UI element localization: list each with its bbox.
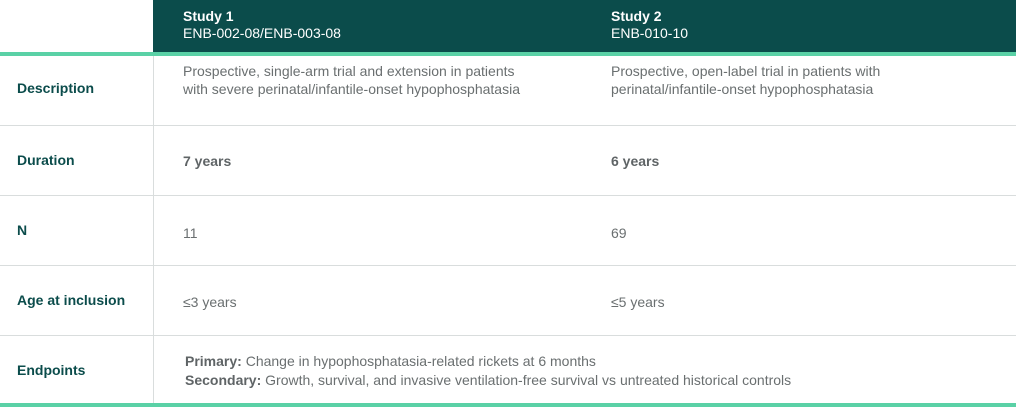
row-label: N <box>17 222 28 238</box>
secondary-label: Secondary: <box>185 372 262 388</box>
header-study1: Study 1 ENB-002-08/ENB-003-08 <box>183 8 341 42</box>
study2-cell: 69 <box>611 225 627 241</box>
table-header: Study 1 ENB-002-08/ENB-003-08 Study 2 EN… <box>0 0 1016 52</box>
footer-accent-rule <box>0 403 1016 407</box>
study1-cell: Prospective, single-arm trial and extens… <box>183 63 520 97</box>
study2-cell: Prospective, open-label trial in patient… <box>611 63 881 97</box>
row-label: Duration <box>17 152 75 168</box>
study2-title: Study 2 <box>611 8 662 24</box>
header-study2: Study 2 ENB-010-10 <box>611 8 688 42</box>
header-accent-rule <box>0 52 1016 56</box>
study1-cell: 7 years <box>183 153 232 169</box>
study2-subtitle: ENB-010-10 <box>611 25 689 41</box>
row-label: Endpoints <box>17 362 86 378</box>
table-row-duration: Duration 7 years 6 years <box>0 126 1016 196</box>
row-label: Age at inclusion <box>17 292 126 308</box>
study1-cell: 11 <box>183 225 198 241</box>
row-label: Description <box>17 80 95 96</box>
label-column-divider <box>153 56 154 403</box>
study1-cell: ≤3 years <box>183 294 237 310</box>
table-row-age: Age at inclusion ≤3 years ≤5 years <box>0 266 1016 336</box>
header-corner <box>0 0 153 52</box>
secondary-text: Growth, survival, and invasive ventilati… <box>265 372 792 388</box>
study1-subtitle: ENB-002-08/ENB-003-08 <box>183 25 341 41</box>
table-row-n: N 11 69 <box>0 196 1016 266</box>
table-row-endpoints: Endpoints Primary: Change in hypophospha… <box>0 336 1016 403</box>
table-row-description: Description Prospective, single-arm tria… <box>0 56 1016 126</box>
endpoints-primary: Primary: Change in hypophosphatasia-rela… <box>185 352 596 371</box>
study1-title: Study 1 <box>183 8 234 24</box>
endpoints-secondary: Secondary: Growth, survival, and invasiv… <box>185 371 791 390</box>
primary-text: Change in hypophosphatasia-related ricke… <box>245 353 596 369</box>
study2-cell: 6 years <box>611 153 660 169</box>
header-band <box>153 0 1016 52</box>
primary-label: Primary: <box>185 353 242 369</box>
study2-cell: ≤5 years <box>611 294 665 310</box>
